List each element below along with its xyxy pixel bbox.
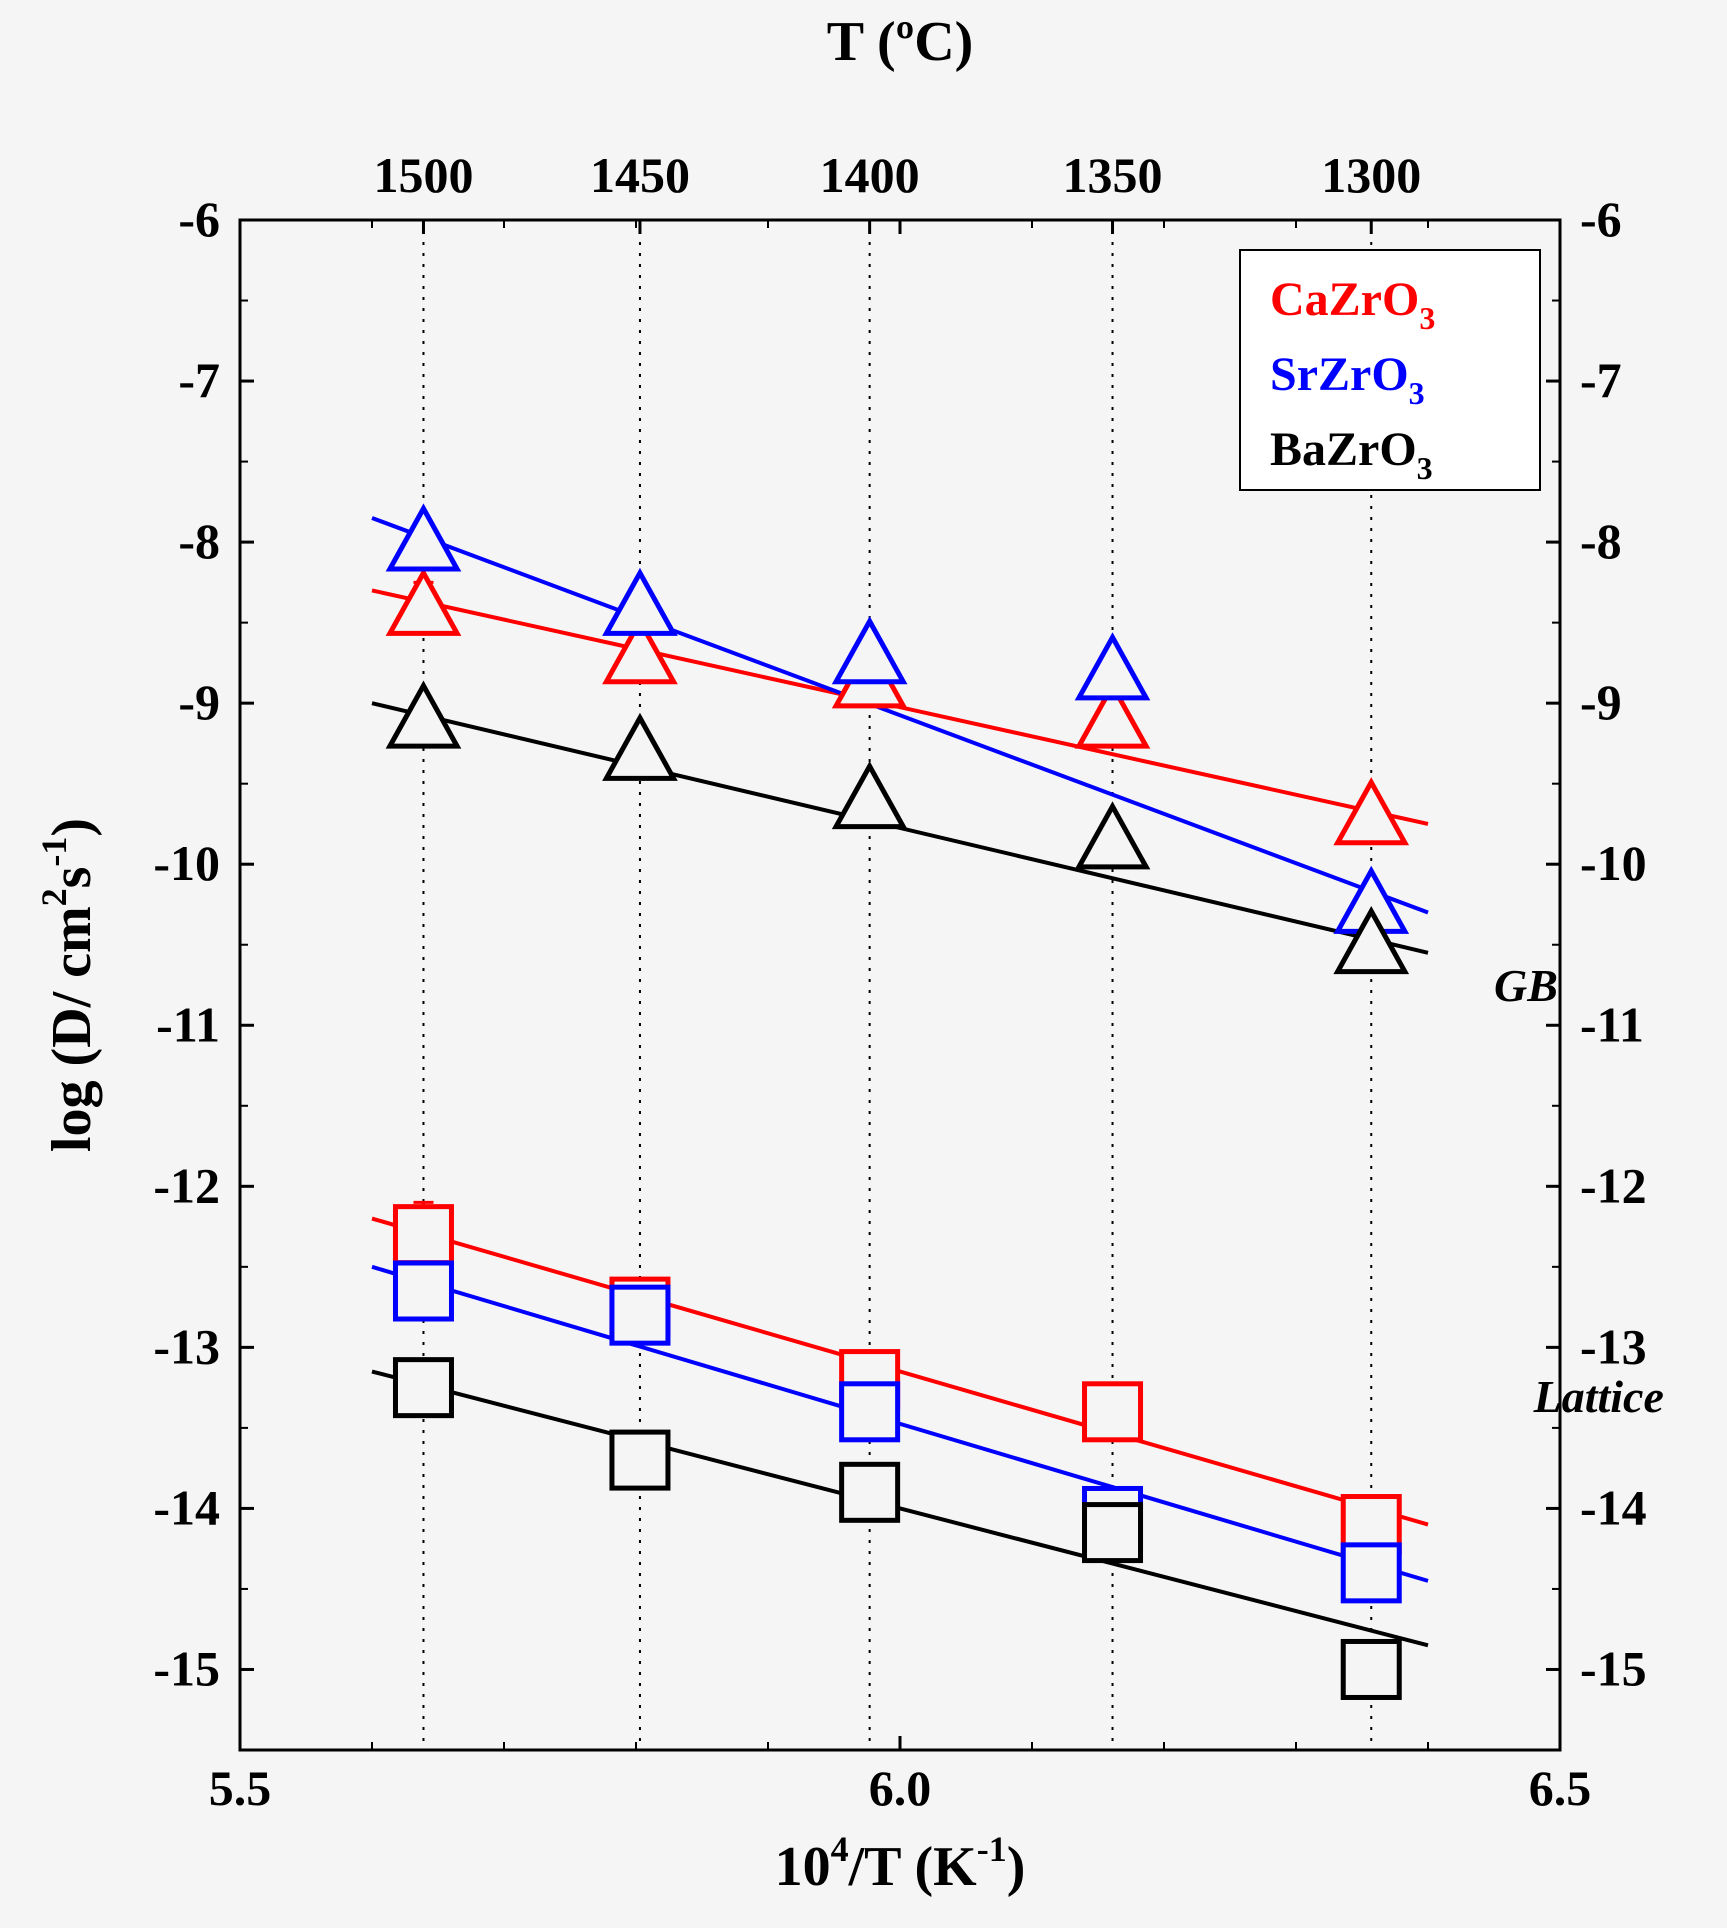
y-left-tick-label: -15	[153, 1640, 220, 1696]
bottom-tick-label: 6.0	[869, 1760, 932, 1816]
annotation-gb: GB	[1494, 960, 1558, 1011]
y-right-tick-label: -11	[1580, 996, 1644, 1052]
y-left-tick-label: -10	[153, 835, 220, 891]
top-tick-label: 1500	[373, 147, 473, 203]
y-right-tick-label: -7	[1580, 352, 1622, 408]
y-right-tick-label: -13	[1580, 1318, 1647, 1374]
y-left-tick-label: -7	[178, 352, 220, 408]
y-left-tick-label: -8	[178, 513, 220, 569]
y-right-tick-label: -10	[1580, 835, 1647, 891]
top-tick-label: 1300	[1321, 147, 1421, 203]
y-left-tick-label: -12	[153, 1157, 220, 1213]
y-left-tick-label: -9	[178, 674, 220, 730]
y-right-tick-label: -12	[1580, 1157, 1647, 1213]
annotation-lattice: Lattice	[1533, 1371, 1664, 1422]
top-tick-label: 1350	[1063, 147, 1163, 203]
chart-svg: T (ºC)150014501400135013005.56.06.5104/T…	[0, 0, 1727, 1928]
y-right-tick-label: -6	[1580, 191, 1622, 247]
bottom-tick-label: 5.5	[209, 1760, 272, 1816]
bottom-tick-label: 6.5	[1529, 1760, 1592, 1816]
top-axis-title: T (ºC)	[827, 11, 974, 73]
y-right-tick-label: -14	[1580, 1479, 1647, 1535]
y-right-tick-label: -9	[1580, 674, 1622, 730]
arrhenius-chart: T (ºC)150014501400135013005.56.06.5104/T…	[0, 0, 1727, 1928]
top-tick-label: 1450	[590, 147, 690, 203]
y-left-tick-label: -13	[153, 1318, 220, 1374]
y-right-tick-label: -8	[1580, 513, 1622, 569]
y-left-tick-label: -6	[178, 191, 220, 247]
y-left-tick-label: -11	[156, 996, 220, 1052]
y-axis-title: log (D/ cm2s-1)	[34, 818, 103, 1152]
y-right-tick-label: -15	[1580, 1640, 1647, 1696]
y-left-tick-label: -14	[153, 1479, 220, 1535]
top-tick-label: 1400	[820, 147, 920, 203]
